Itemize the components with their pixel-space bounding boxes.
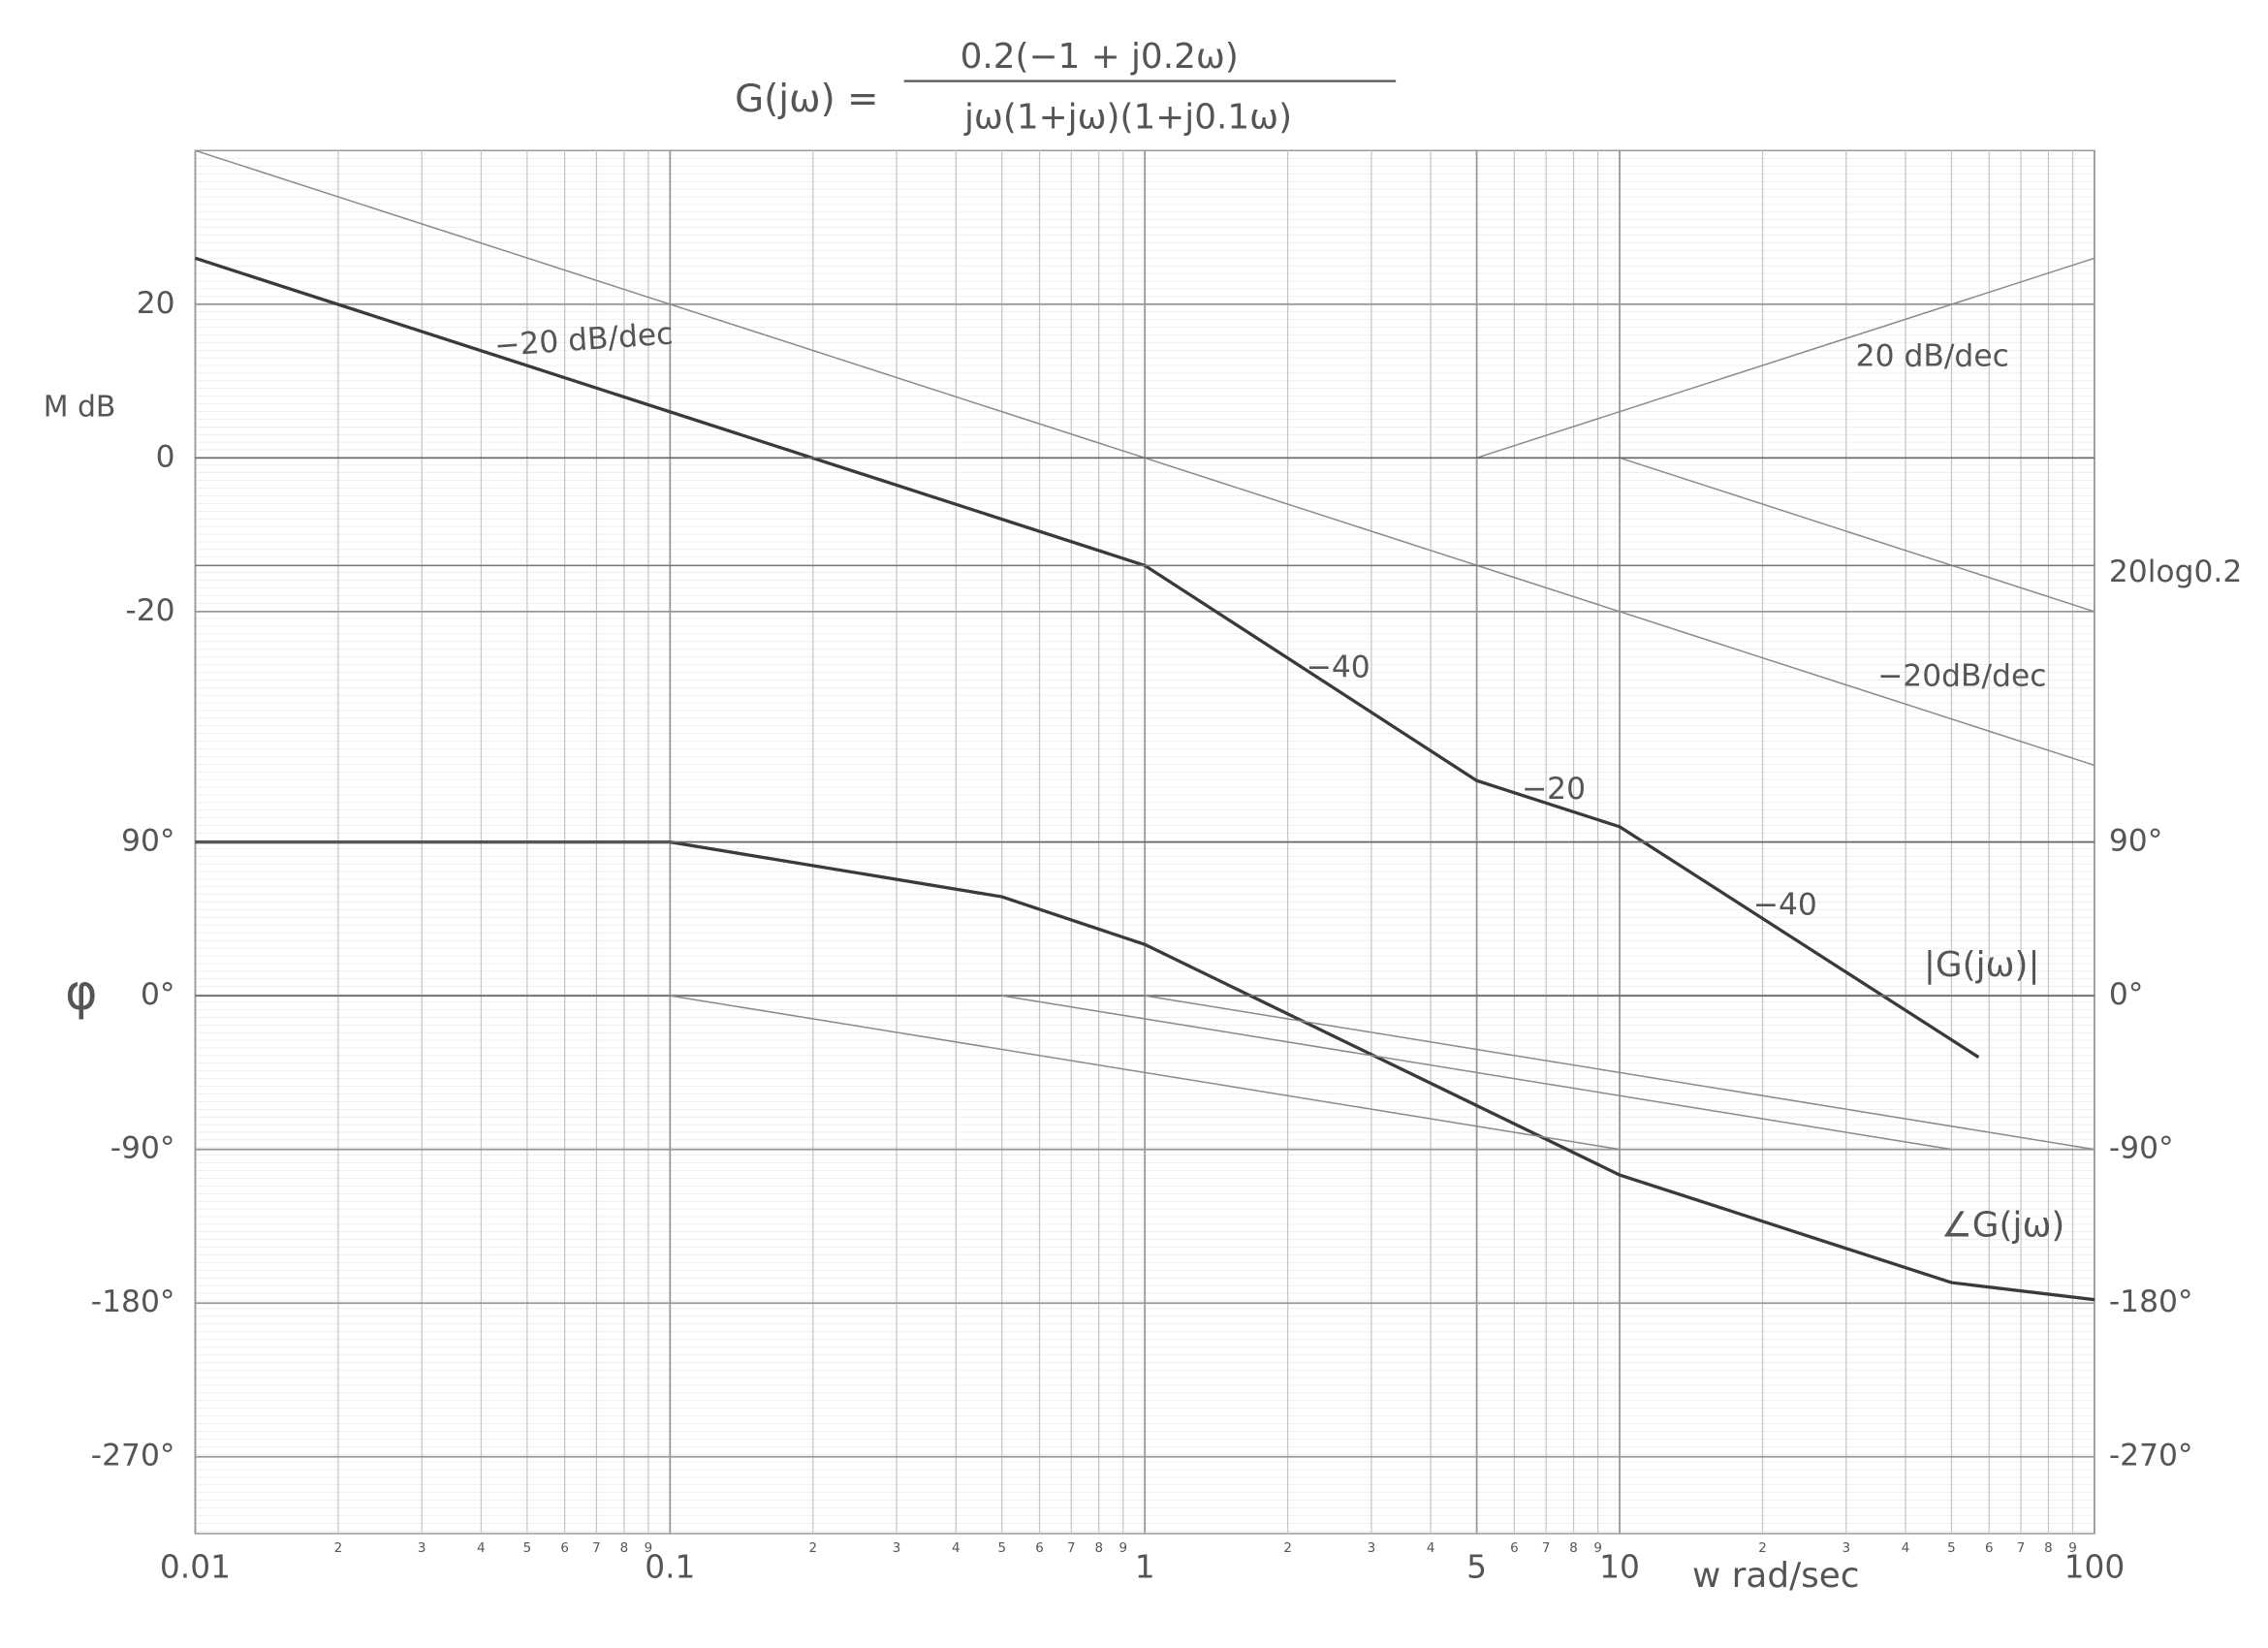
x-tick-label: 9 [1119, 1541, 1128, 1556]
x-tick-label: 2 [1758, 1541, 1767, 1556]
construction-line [1476, 257, 2095, 459]
construction-line [670, 995, 1621, 1151]
y-tick-label: -180° [91, 1284, 175, 1319]
x-tick-label: 3 [1368, 1541, 1376, 1556]
title-lhs: G(jω) = [735, 78, 878, 121]
title-numerator: 0.2(−1 + j0.2ω) [961, 37, 1239, 77]
annotation: 20log0.2 [2109, 555, 2242, 589]
y-tick-label-right: 0° [2109, 977, 2144, 1012]
x-tick-label: 8 [1094, 1541, 1103, 1556]
x-tick-label: 1 [1135, 1548, 1155, 1585]
x-tick-label: 2 [1283, 1541, 1292, 1556]
x-tick-label: 3 [1843, 1541, 1851, 1556]
annotation: −40 [1307, 650, 1370, 685]
series-label: |G(jω)| [1924, 945, 2040, 985]
y-tick-label-right: 90° [2109, 824, 2163, 859]
x-tick-label: 0.01 [160, 1548, 231, 1585]
x-tick-label: 10 [1599, 1548, 1640, 1585]
x-tick-label: 100 [2064, 1548, 2126, 1585]
x-tick-label: 9 [645, 1541, 653, 1556]
x-tick-label: 2 [809, 1541, 818, 1556]
title-denominator: jω(1+jω)(1+j0.1ω) [963, 97, 1292, 137]
y-axis-label: M dB [44, 390, 116, 424]
x-tick-label: 5 [523, 1541, 532, 1556]
x-tick-label: 2 [334, 1541, 343, 1556]
x-tick-label: 6 [1985, 1541, 1994, 1556]
x-tick-label: 4 [477, 1541, 486, 1556]
x-tick-label: 7 [1067, 1541, 1076, 1556]
x-tick-label: 3 [418, 1541, 426, 1556]
x-tick-label: 4 [952, 1541, 961, 1556]
x-tick-label: 0.1 [645, 1548, 695, 1585]
y-tick-label: 90° [121, 824, 175, 859]
y-axis-label: φ [65, 964, 97, 1021]
x-tick-label: 5 [1466, 1548, 1487, 1585]
x-tick-label: 8 [1569, 1541, 1578, 1556]
y-tick-label: 20 [137, 286, 175, 321]
x-tick-label: 4 [1427, 1541, 1435, 1556]
x-tick-label: 5 [1947, 1541, 1956, 1556]
x-tick-label: 7 [1542, 1541, 1551, 1556]
x-tick-label: 9 [1593, 1541, 1602, 1556]
y-tick-label: -90° [110, 1131, 175, 1166]
construction-line [1001, 995, 1952, 1151]
y-tick-label: -270° [91, 1439, 175, 1474]
x-tick-label: 7 [592, 1541, 601, 1556]
y-tick-label: -20 [125, 593, 174, 628]
x-tick-label: 6 [560, 1541, 569, 1556]
x-tick-label: 3 [893, 1541, 901, 1556]
annotation: −20 [1522, 772, 1586, 807]
x-tick-label: 6 [1035, 1541, 1044, 1556]
response-line [194, 256, 1980, 1059]
y-tick-label: 0 [156, 439, 175, 474]
construction-line [1619, 457, 2095, 613]
x-tick-label: 8 [2044, 1541, 2053, 1556]
y-tick-label-right: -180° [2109, 1284, 2193, 1319]
series-label: ∠G(jω) [1941, 1206, 2065, 1246]
construction-line [1145, 995, 2095, 1151]
annotation: −20dB/dec [1877, 659, 2046, 694]
annotation: −40 [1753, 887, 1817, 922]
annotation: 20 dB/dec [1856, 339, 2009, 374]
x-tick-label: 4 [1902, 1541, 1910, 1556]
y-tick-label: 0° [141, 977, 175, 1012]
x-tick-label: 7 [2017, 1541, 2026, 1556]
y-tick-label-right: -90° [2109, 1131, 2174, 1166]
x-tick-label: 6 [1510, 1541, 1519, 1556]
x-tick-label: 5 [997, 1541, 1006, 1556]
y-tick-label-right: -270° [2109, 1439, 2193, 1474]
x-tick-label: 9 [2068, 1541, 2077, 1556]
x-axis-label: w rad/sec [1692, 1556, 1859, 1596]
x-tick-label: 8 [620, 1541, 629, 1556]
